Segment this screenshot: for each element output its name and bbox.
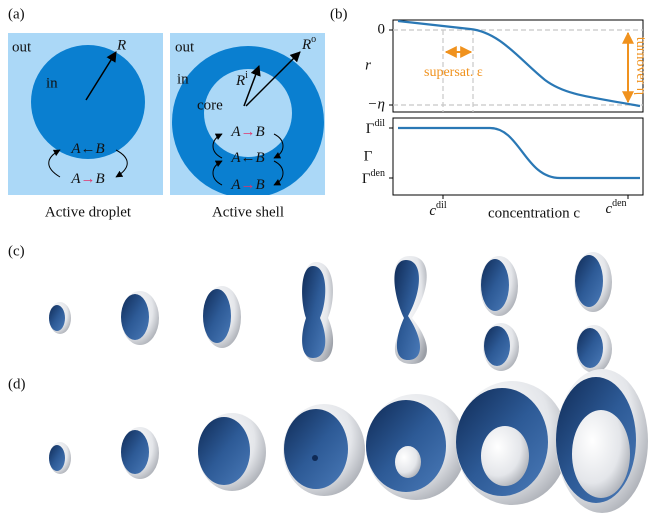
shape — [481, 259, 509, 311]
panel-label: (b) — [330, 6, 348, 22]
curve — [398, 128, 640, 178]
species: B — [96, 141, 105, 157]
radius-label: R — [116, 37, 126, 53]
arrow: ← — [241, 150, 256, 166]
caption: Active shell — [212, 204, 284, 220]
y-tick-label: Γdil — [366, 118, 385, 137]
superscript: dil — [436, 200, 447, 211]
figure: (a) out in R A←B A→B Active droplet out … — [0, 0, 651, 523]
symbol: Γ — [366, 121, 375, 137]
shell-shapes — [49, 369, 648, 513]
region-label: in — [177, 71, 189, 87]
droplet-shapes — [49, 252, 612, 373]
shape — [575, 255, 603, 307]
axes-frame — [393, 118, 643, 195]
shape — [121, 430, 149, 474]
shape — [312, 455, 318, 461]
reaction: A←B — [70, 141, 104, 157]
superscript: i — [245, 70, 248, 81]
region-label: core — [197, 97, 223, 113]
species: B — [96, 171, 105, 187]
y-tick-label: Γden — [362, 168, 385, 187]
shape — [203, 289, 231, 343]
reaction: A→B — [230, 124, 264, 140]
arrow: → — [81, 171, 96, 187]
curve — [398, 21, 640, 106]
panel-label: (a) — [8, 6, 25, 22]
annotation: supersat. ε — [424, 65, 483, 80]
shape — [577, 328, 603, 368]
arrow: ← — [81, 141, 96, 157]
shape — [481, 426, 529, 486]
region-label: in — [46, 75, 58, 91]
shape — [302, 266, 325, 358]
y-axis-label: r — [365, 57, 371, 73]
shape — [198, 417, 250, 485]
superscript: den — [371, 168, 385, 179]
reaction: A←B — [230, 150, 264, 166]
x-tick-label: cdil — [429, 200, 446, 219]
panel-label: (d) — [8, 376, 26, 392]
shape — [49, 445, 65, 471]
shape — [395, 446, 421, 478]
reaction: A→B — [70, 171, 104, 187]
shape — [366, 400, 446, 492]
caption: Active droplet — [45, 204, 132, 220]
superscript: den — [612, 198, 626, 209]
panel-label: (c) — [8, 243, 25, 259]
x-tick-label: cden — [605, 198, 626, 217]
symbol: Γ — [362, 171, 371, 187]
y-tick-label: 0 — [378, 21, 386, 37]
arrow: → — [241, 177, 256, 193]
symbol: R — [235, 73, 245, 89]
annotation: turnover η — [633, 37, 648, 95]
species: B — [256, 177, 265, 193]
superscript: o — [311, 34, 316, 45]
shape — [484, 326, 510, 366]
y-axis-label: Γ — [364, 148, 373, 164]
shape — [284, 409, 348, 489]
shape — [572, 410, 630, 498]
region-label: out — [12, 39, 32, 55]
superscript: dil — [374, 118, 385, 129]
shape — [121, 294, 149, 340]
species: B — [256, 124, 265, 140]
shell-group — [172, 46, 324, 198]
reaction: A→B — [230, 177, 264, 193]
symbol: R — [301, 37, 311, 53]
region-label: out — [175, 39, 195, 55]
species: B — [256, 150, 265, 166]
arrow: → — [241, 124, 256, 140]
x-axis-label: concentration c — [488, 205, 580, 221]
y-tick-label: −η — [367, 96, 385, 112]
shape — [49, 305, 65, 331]
